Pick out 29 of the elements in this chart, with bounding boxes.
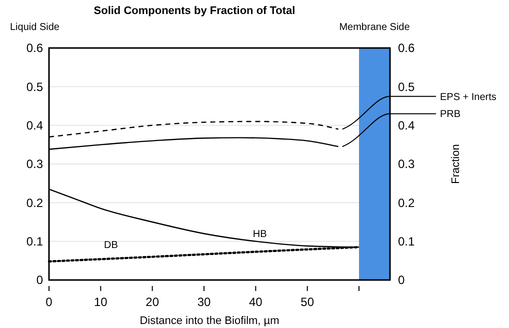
y-tick-label: 0.5 bbox=[26, 80, 44, 94]
series-label: DB bbox=[104, 240, 118, 251]
chart-title: Solid Components by Fraction of Total bbox=[94, 5, 296, 17]
y2-axis-title: Fraction bbox=[450, 144, 462, 184]
x-tick-label: 50 bbox=[300, 295, 314, 309]
text: EPS + Inerts bbox=[440, 92, 496, 103]
text: PRB bbox=[440, 109, 461, 120]
x-tick-label: 40 bbox=[248, 295, 263, 309]
y-tick-label: 0.6 bbox=[26, 41, 44, 56]
y-tick-label: 0 bbox=[36, 273, 44, 288]
x-tick-label: 20 bbox=[146, 295, 160, 309]
y-tick-label: 0.1 bbox=[26, 234, 44, 249]
band-label: Membrane Side bbox=[339, 22, 410, 33]
y2-tick-label: 0.6 bbox=[398, 41, 416, 56]
y-tick-label: 0.4 bbox=[26, 118, 44, 133]
y2-tick-label: 0.4 bbox=[398, 118, 416, 133]
y2-tick-label: 0.1 bbox=[398, 234, 416, 249]
x-tick-label: 30 bbox=[197, 295, 211, 309]
x-tick-label: 10 bbox=[94, 295, 108, 309]
series-label: HB bbox=[252, 228, 268, 240]
y2-tick-label: 0.3 bbox=[398, 157, 416, 172]
x-tick-label: 0 bbox=[46, 295, 53, 309]
y2-tick-label: 0.5 bbox=[398, 80, 416, 94]
y-tick-label: 0.2 bbox=[26, 196, 44, 210]
y-tick-label: 0.3 bbox=[26, 157, 44, 172]
y2-tick-label: 0 bbox=[398, 273, 405, 288]
y2-tick-label: 0.2 bbox=[398, 196, 416, 210]
x-axis-title: Distance into the Biofilm, µm bbox=[140, 315, 280, 327]
text: Liquid Side bbox=[10, 22, 60, 33]
